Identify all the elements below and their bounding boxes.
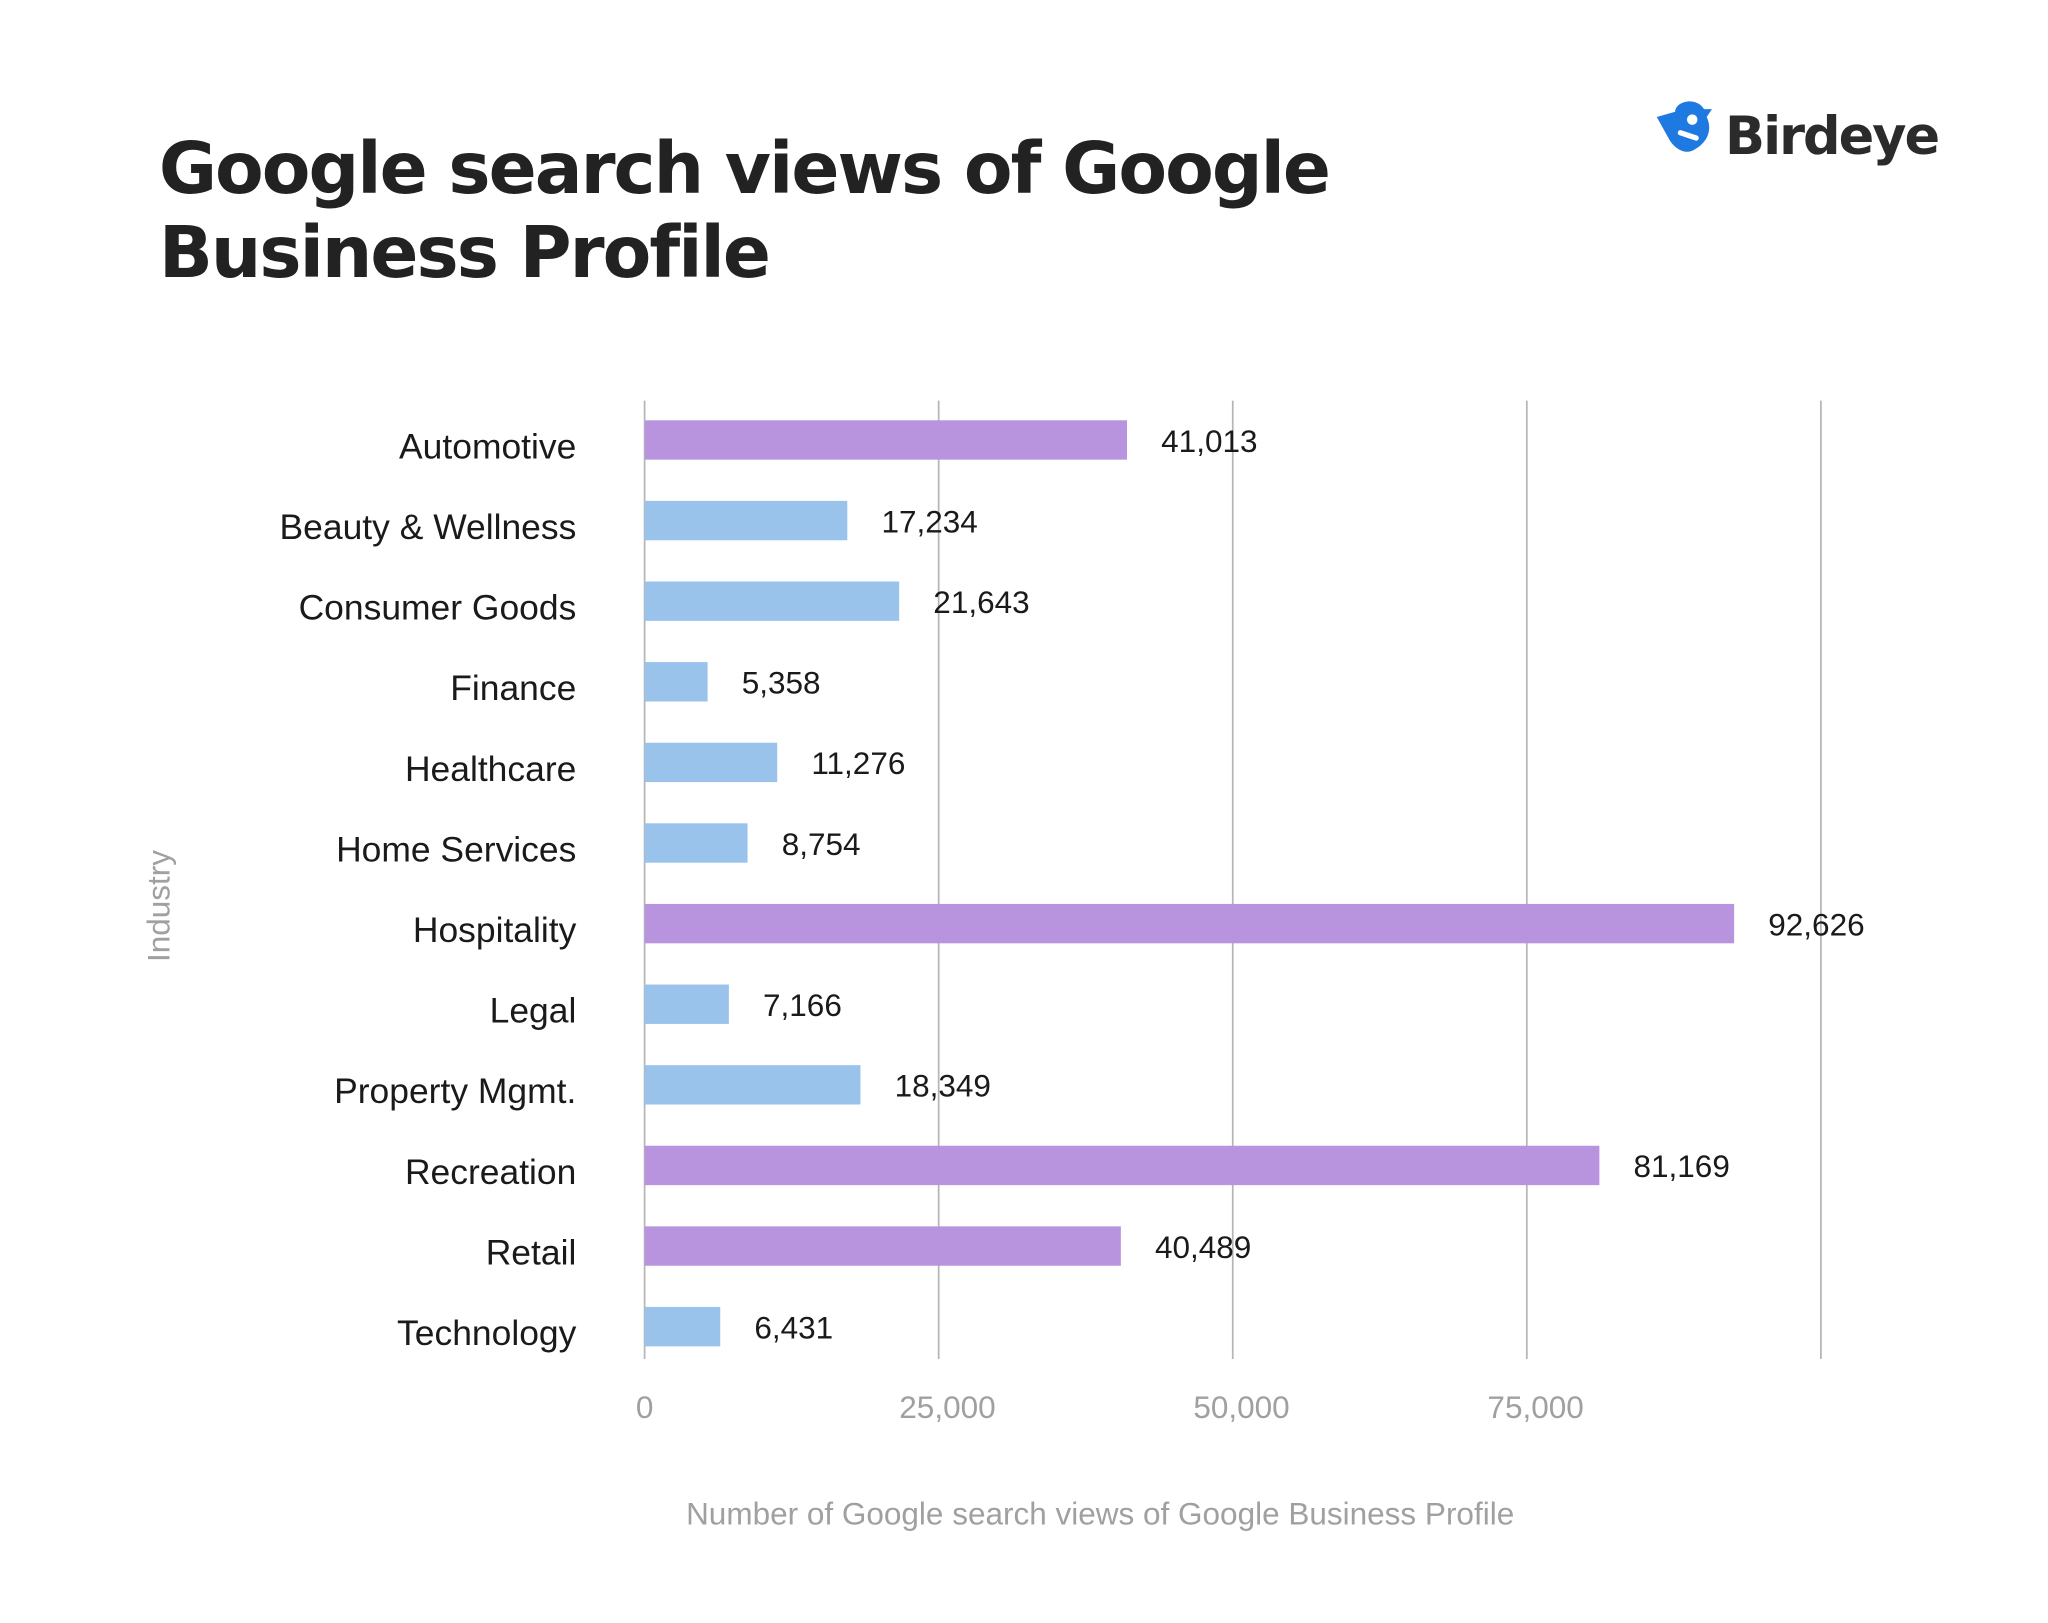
x-axis-label: Number of Google search views of Google … (686, 1495, 1514, 1531)
value-label: 7,166 (763, 987, 842, 1023)
bar (644, 420, 1128, 460)
value-label: 17,234 (881, 503, 977, 539)
category-label: Retail (486, 1232, 577, 1272)
chart-title-line-2: Business Profile (159, 211, 769, 294)
bar (644, 581, 900, 621)
category-label: Consumer Goods (299, 588, 577, 628)
value-label: 8,754 (782, 826, 861, 862)
value-label: 6,431 (754, 1309, 833, 1345)
gridlines (643, 400, 1822, 1359)
category-label: Finance (450, 668, 576, 708)
bars: Automotive 41,013 Beauty & Wellness 17,234 C… (280, 420, 1865, 1353)
bar (644, 662, 708, 702)
x-tick-label: 50,000 (1193, 1389, 1289, 1425)
value-label: 40,489 (1155, 1229, 1251, 1265)
bar (644, 1226, 1121, 1266)
x-tick-label: 0 (636, 1389, 654, 1425)
value-label: 41,013 (1161, 423, 1257, 459)
bar (644, 1145, 1600, 1186)
chart-title-line-1: Google search views of Google (159, 127, 1329, 210)
x-tick-labels: 0 25,000 50,000 75,000 (636, 1389, 1584, 1425)
brand-name: Birdeye (1725, 106, 1938, 167)
x-tick-label: 25,000 (899, 1389, 995, 1425)
x-tick-label: 75,000 (1487, 1389, 1583, 1425)
category-label: Technology (397, 1313, 577, 1353)
bar (644, 1065, 861, 1105)
category-label: Home Services (336, 829, 576, 869)
brand-logo: Birdeye (1656, 101, 1941, 167)
category-label: Recreation (405, 1152, 576, 1192)
bar (644, 823, 748, 863)
bird-logo-icon (1656, 101, 1712, 152)
bar (644, 984, 729, 1024)
bar (644, 1306, 721, 1347)
value-label: 11,276 (811, 745, 905, 781)
category-label: Automotive (399, 426, 576, 466)
bar (644, 742, 778, 783)
bar (644, 500, 848, 541)
value-label: 21,643 (933, 584, 1029, 620)
value-label: 92,626 (1768, 906, 1864, 942)
bar (644, 903, 1735, 944)
category-label: Healthcare (405, 749, 576, 789)
category-label: Property Mgmt. (334, 1071, 576, 1111)
y-axis-label: Industry (140, 850, 176, 962)
value-label: 18,349 (895, 1068, 991, 1104)
value-label: 81,169 (1634, 1148, 1730, 1184)
category-label: Beauty & Wellness (280, 507, 577, 547)
value-label: 5,358 (742, 665, 821, 701)
category-label: Hospitality (413, 910, 577, 950)
category-label: Legal (490, 991, 577, 1031)
